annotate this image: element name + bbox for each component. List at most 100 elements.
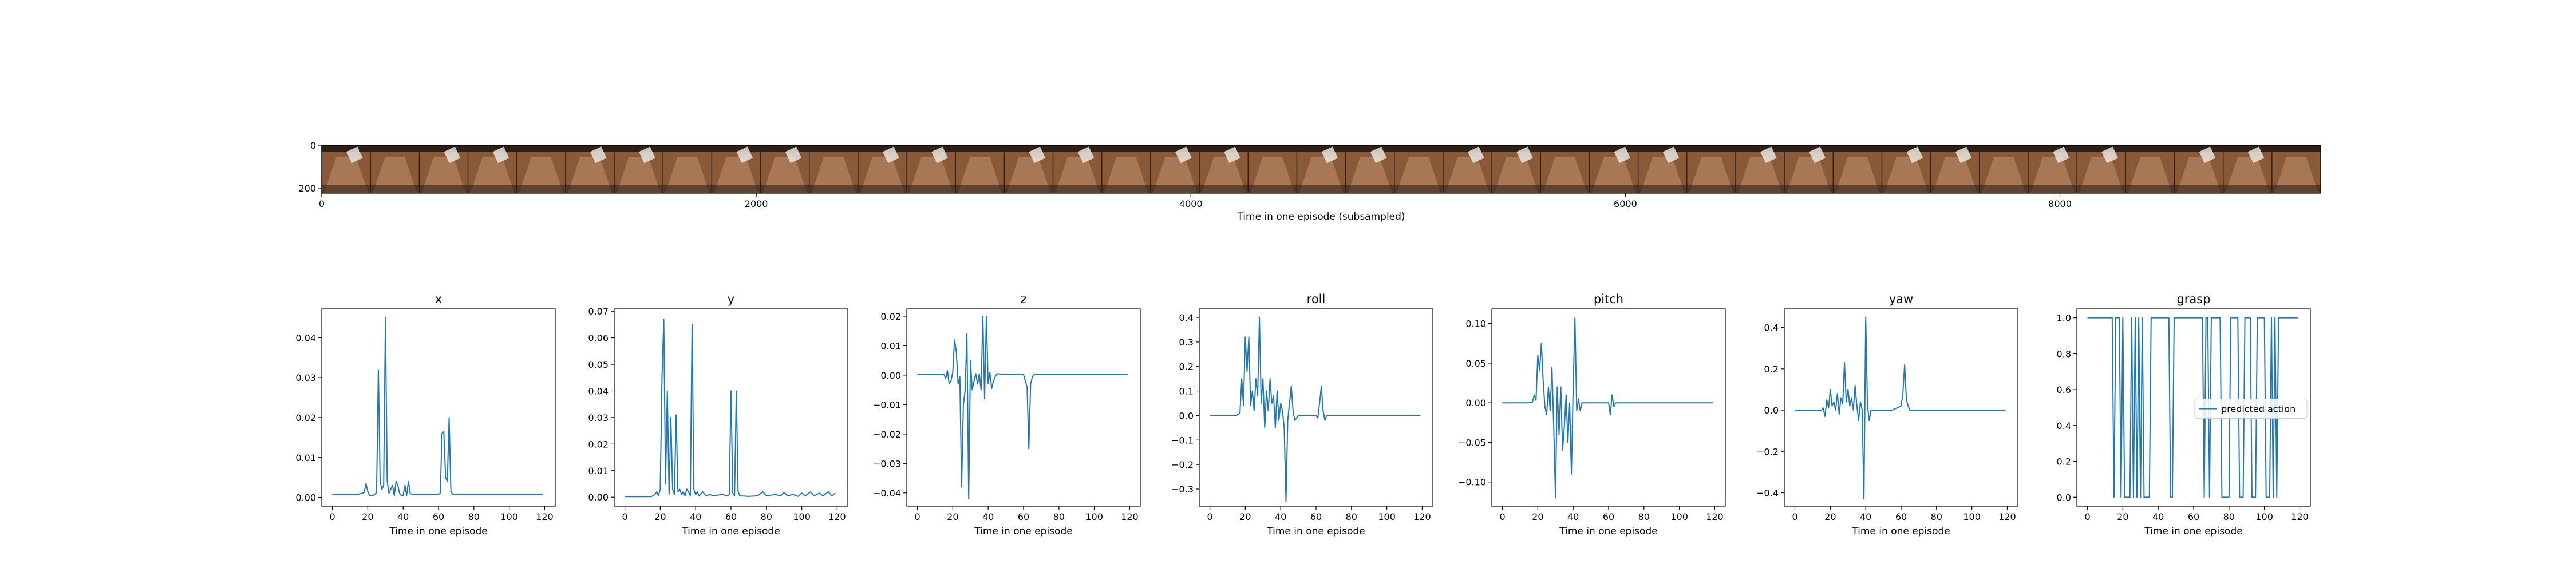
series-line (917, 315, 1128, 500)
y-tick-label: −0.1 (1171, 435, 1194, 446)
strip-frame (1345, 145, 1395, 193)
strip-frame (858, 145, 907, 193)
x-tick-label: 60 (2188, 511, 2199, 522)
y-tick-label: −0.4 (1756, 488, 1779, 499)
strip-frame (565, 145, 615, 193)
series-line (1210, 317, 1421, 502)
strip-frame (1052, 145, 1103, 193)
plot-area (1199, 309, 1433, 506)
x-axis-label: Time in one episode (1266, 526, 1365, 537)
y-tick-label: 0.03 (295, 372, 316, 383)
panel-roll: 0 20 40 60 80 100 120 0.4 0.3 0.2 0.1 0.0 −0.1 −0.2 −0… (1171, 292, 1433, 537)
x-tick-label: 80 (1931, 511, 1942, 522)
strip-frame (1150, 145, 1200, 193)
x-tick-label: 80 (1638, 511, 1650, 522)
strip-frame (1101, 145, 1151, 193)
strip-frame (1930, 145, 1980, 193)
strip-frame (2174, 145, 2224, 193)
action-panels: 0 20 40 60 80 100 1200.000.010.020.030.04xTime… (295, 292, 2311, 537)
panel-y: 0 20 40 60 80 100 120 0.00 0.01 0.02 0.03 0.04 0.05 0… (588, 292, 848, 537)
series-line (1795, 316, 2006, 500)
x-tick-label: 60 (433, 511, 444, 522)
y-tick-label: 0.8 (2057, 348, 2071, 359)
y-tick-label: 0.00 (880, 370, 901, 381)
x-tick-label: 40 (982, 511, 994, 522)
x-tick-label: 80 (2223, 511, 2235, 522)
strip-frame (467, 145, 517, 193)
x-tick-label: 100 (1378, 511, 1396, 522)
y-tick-label: 0.2 (2057, 456, 2071, 467)
panel-z: 0 20 40 60 80 100 120 0.02 0.01 0.00 −0.01 −0.02 −0.… (873, 292, 1141, 537)
y-tick-label: −0.03 (873, 458, 901, 469)
y-tick-label: 0.06 (588, 333, 609, 344)
strip-frame (1491, 145, 1541, 193)
x-tick-label: 0 (622, 511, 627, 522)
y-tick-label: 0.01 (880, 340, 901, 351)
x-axis-label: Time in one episode (974, 526, 1072, 537)
y-tick-label: 0.05 (588, 359, 609, 370)
x-tick-label: 100 (500, 511, 518, 522)
legend: predicted action (2194, 399, 2308, 419)
panel-title: grasp (2176, 292, 2210, 306)
strip-frame (1589, 145, 1639, 193)
strip-x-axis-label: Time in one episode (subsampled) (1236, 211, 1405, 223)
panel-title: z (1020, 292, 1026, 306)
strip-frame (1784, 145, 1834, 193)
panel-title: roll (1307, 292, 1326, 306)
strip-x-tick-label: 6000 (1614, 198, 1637, 209)
y-tick-label: 0.4 (1764, 323, 1779, 333)
strip-x-tick-label: 0 (319, 198, 325, 209)
x-tick-label: 0 (914, 511, 920, 522)
y-tick-label: 0.00 (1465, 398, 1486, 408)
x-tick-label: 40 (690, 511, 701, 522)
strip-frame (662, 145, 712, 193)
x-tick-label: 120 (536, 511, 554, 522)
y-tick-label: −0.02 (873, 429, 901, 440)
strip-y-tick-label: 0 (310, 140, 316, 151)
strip-frame (1199, 145, 1249, 193)
x-tick-label: 100 (2255, 511, 2273, 522)
strip-x-tick-label: 2000 (745, 198, 768, 209)
panel-title: yaw (1889, 292, 1913, 306)
strip-frame (1637, 145, 1688, 193)
x-tick-label: 40 (1275, 511, 1286, 522)
y-tick-label: 0.03 (588, 412, 609, 423)
y-tick-label: 0.2 (1764, 364, 1779, 375)
x-tick-label: 0 (1207, 511, 1212, 522)
plot-area (907, 309, 1140, 506)
y-tick-label: 0.02 (295, 412, 316, 423)
strip-frame (711, 145, 761, 193)
panel-x: 0 20 40 60 80 100 120 0.00 0.01 0.02 0.03 0.04 x Time… (295, 292, 556, 537)
strip-frame-border (321, 145, 2321, 194)
x-tick-label: 120 (1998, 511, 2016, 522)
y-tick-label: 1.0 (2057, 313, 2071, 324)
x-axis-label: Time in one episode (1851, 526, 1950, 537)
strip-frame (1394, 145, 1444, 193)
strip-frame (1296, 145, 1346, 193)
plot-area (1784, 309, 2018, 506)
y-tick-label: 0.00 (588, 492, 609, 503)
series-line (625, 319, 836, 498)
y-tick-label: −0.2 (1171, 459, 1194, 470)
y-tick-label: 0.04 (295, 332, 316, 343)
strip-frame (2028, 145, 2077, 193)
x-tick-label: 40 (2152, 511, 2164, 522)
y-tick-label: −0.2 (1756, 446, 1779, 457)
strip-frames (321, 145, 2321, 193)
strip-x-tick-label: 4000 (1179, 198, 1203, 209)
strip-frame (906, 145, 956, 193)
y-tick-label: −0.01 (873, 399, 901, 410)
x-tick-label: 120 (1706, 511, 1724, 522)
y-tick-label: 0.6 (2057, 384, 2071, 395)
strip-frame (1443, 145, 1492, 193)
x-tick-label: 120 (2291, 511, 2309, 522)
strip-frame (370, 145, 420, 193)
strip-x-tick-label: 8000 (2048, 198, 2072, 209)
y-tick-label: 0.02 (588, 439, 609, 450)
x-tick-label: 80 (1346, 511, 1357, 522)
y-tick-label: −0.05 (1458, 437, 1486, 448)
strip-frame (1832, 145, 1882, 193)
y-tick-label: 0.0 (2057, 492, 2071, 503)
y-tick-label: 0.10 (1465, 319, 1486, 329)
